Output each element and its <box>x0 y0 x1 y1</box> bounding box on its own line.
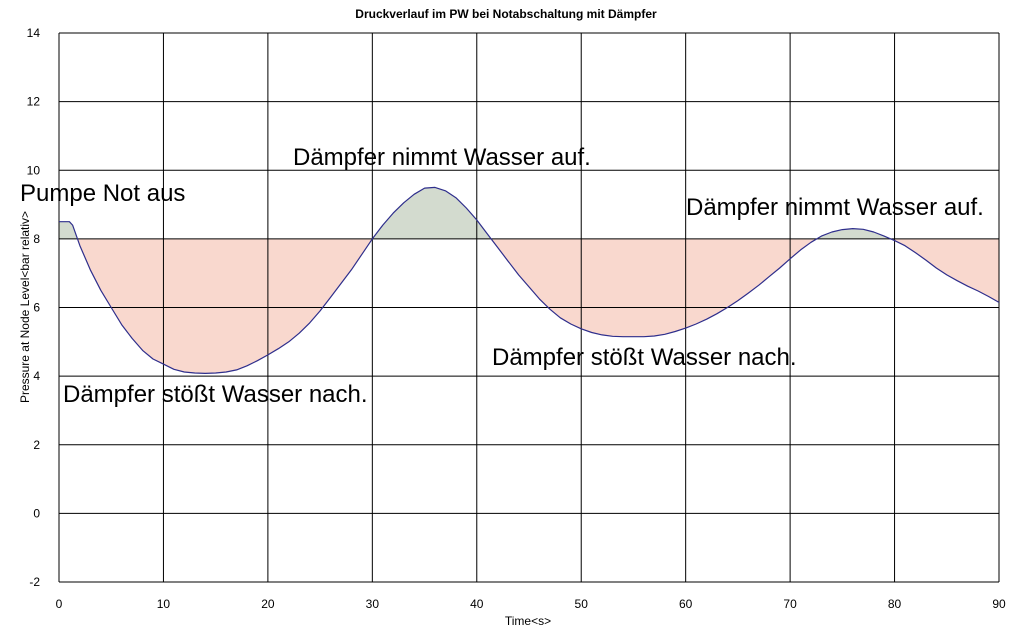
series-line <box>59 186 1000 374</box>
y-tick-label: 8 <box>33 232 40 246</box>
y-tick-label: -2 <box>29 575 40 589</box>
fill-below-reference <box>491 238 817 337</box>
x-tick-label: 60 <box>679 597 693 611</box>
x-tick-label: 90 <box>992 597 1006 611</box>
fill-above-reference <box>816 228 891 239</box>
x-tick-label: 10 <box>157 597 171 611</box>
x-tick-label: 40 <box>470 597 484 611</box>
x-tick-label: 0 <box>56 597 63 611</box>
annotation-damper-releases-1: Dämpfer stößt Wasser nach. <box>63 381 368 408</box>
x-tick-label: 20 <box>261 597 275 611</box>
annotation-damper-absorbs-1: Dämpfer nimmt Wasser auf. <box>293 144 591 171</box>
x-tick-label: 80 <box>888 597 902 611</box>
grid-lines <box>58 32 1000 583</box>
annotation-damper-releases-2: Dämpfer stößt Wasser nach. <box>492 344 797 371</box>
series-layer <box>59 186 1000 374</box>
y-tick-label: 12 <box>27 95 41 109</box>
fill-above-reference <box>372 187 492 239</box>
fill-below-reference <box>890 238 999 303</box>
y-tick-label: 14 <box>27 26 41 40</box>
x-tick-label: 50 <box>575 597 589 611</box>
fill-below-reference <box>77 238 373 374</box>
y-tick-label: 4 <box>33 369 40 383</box>
annotation-pump-off: Pumpe Not aus <box>20 180 185 207</box>
y-axis-label: Pressure at Node Level<bar relativ> <box>18 211 32 403</box>
x-tick-label: 70 <box>783 597 797 611</box>
y-tick-label: 0 <box>33 506 40 520</box>
y-tick-label: 10 <box>27 163 41 177</box>
chart-title: Druckverlauf im PW bei Notabschaltung mi… <box>355 7 657 21</box>
x-axis-label: Time<s> <box>505 614 551 628</box>
annotation-damper-absorbs-2: Dämpfer nimmt Wasser auf. <box>686 194 984 221</box>
x-tick-label: 30 <box>366 597 380 611</box>
y-tick-label: 2 <box>33 438 40 452</box>
area-fills <box>59 187 999 374</box>
y-tick-label: 6 <box>33 301 40 315</box>
tick-labels: -2 0 2 4 6 8 10 12 14 0 10 20 30 40 50 60 70 80 90 <box>27 26 1006 611</box>
